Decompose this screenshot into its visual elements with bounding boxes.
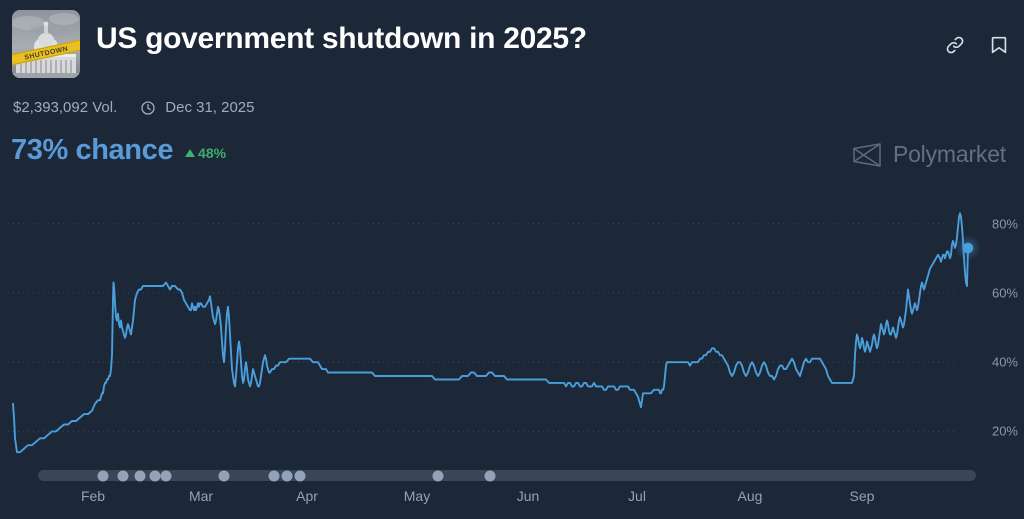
timeline-event-dot[interactable] [268, 470, 280, 481]
x-axis-labels: Feb Mar Apr May Jun Jul Aug Sep [0, 488, 1024, 512]
delta-indicator: 48% [185, 145, 226, 165]
polymarket-brand: Polymarket [852, 141, 1006, 168]
market-header: SHUTDOWN US government shutdown in 2025? [0, 0, 1024, 92]
clock-icon [141, 100, 155, 115]
x-axis-tick-label: Mar [188, 488, 214, 504]
timeline-scrubber[interactable] [38, 470, 976, 481]
us-capitol-shutdown-thumbnail: SHUTDOWN [12, 10, 80, 78]
polymarket-logo-icon [853, 142, 881, 167]
x-axis-tick-label: Apr [296, 488, 318, 504]
market-avatar: SHUTDOWN [12, 10, 80, 78]
timeline-event-dot[interactable] [294, 470, 306, 481]
timeline-event-dot[interactable] [281, 470, 293, 481]
marker-dot [962, 242, 974, 254]
x-axis-tick-label: Jun [516, 488, 540, 504]
timeline-event-dot[interactable] [432, 470, 444, 481]
price-chart[interactable]: 20% 40% 60% 80% [0, 196, 1024, 466]
timeline-event-dot[interactable] [134, 470, 146, 481]
brand-name: Polymarket [892, 141, 1006, 167]
timeline-event-dot[interactable] [484, 470, 496, 481]
delta-value: 48% [198, 145, 227, 161]
timeline-event-dot[interactable] [97, 470, 109, 481]
x-axis-tick-label: Aug [737, 488, 763, 504]
current-value-marker [955, 234, 981, 261]
chart-gridlines [8, 223, 955, 432]
x-axis-tick-label: May [403, 488, 431, 504]
chance-value: 73% chance [11, 134, 174, 166]
x-axis-tick-label: Sep [849, 488, 875, 504]
chart-line-series [12, 212, 969, 454]
chart-canvas[interactable] [0, 196, 1024, 466]
header-actions [944, 34, 1010, 56]
triangle-up-icon [185, 149, 196, 157]
x-axis-tick-label: Jul [628, 488, 646, 504]
timeline-event-dot[interactable] [117, 470, 129, 481]
market-meta: $2,393,092 Vol. Dec 31, 2025 [13, 99, 255, 116]
x-axis-tick-label: Feb [80, 488, 106, 504]
timeline-event-dot[interactable] [218, 470, 230, 481]
chance-summary: 73% chance 48% [11, 136, 226, 165]
volume-label: $2,393,092 Vol. [13, 99, 118, 116]
page-title: US government shutdown in 2025? [96, 22, 587, 55]
bookmark-icon[interactable] [988, 34, 1010, 56]
timeline-event-dot[interactable] [149, 470, 161, 481]
link-icon[interactable] [944, 34, 966, 56]
timeline-event-dot[interactable] [160, 470, 172, 481]
end-date-label: Dec 31, 2025 [165, 99, 255, 116]
